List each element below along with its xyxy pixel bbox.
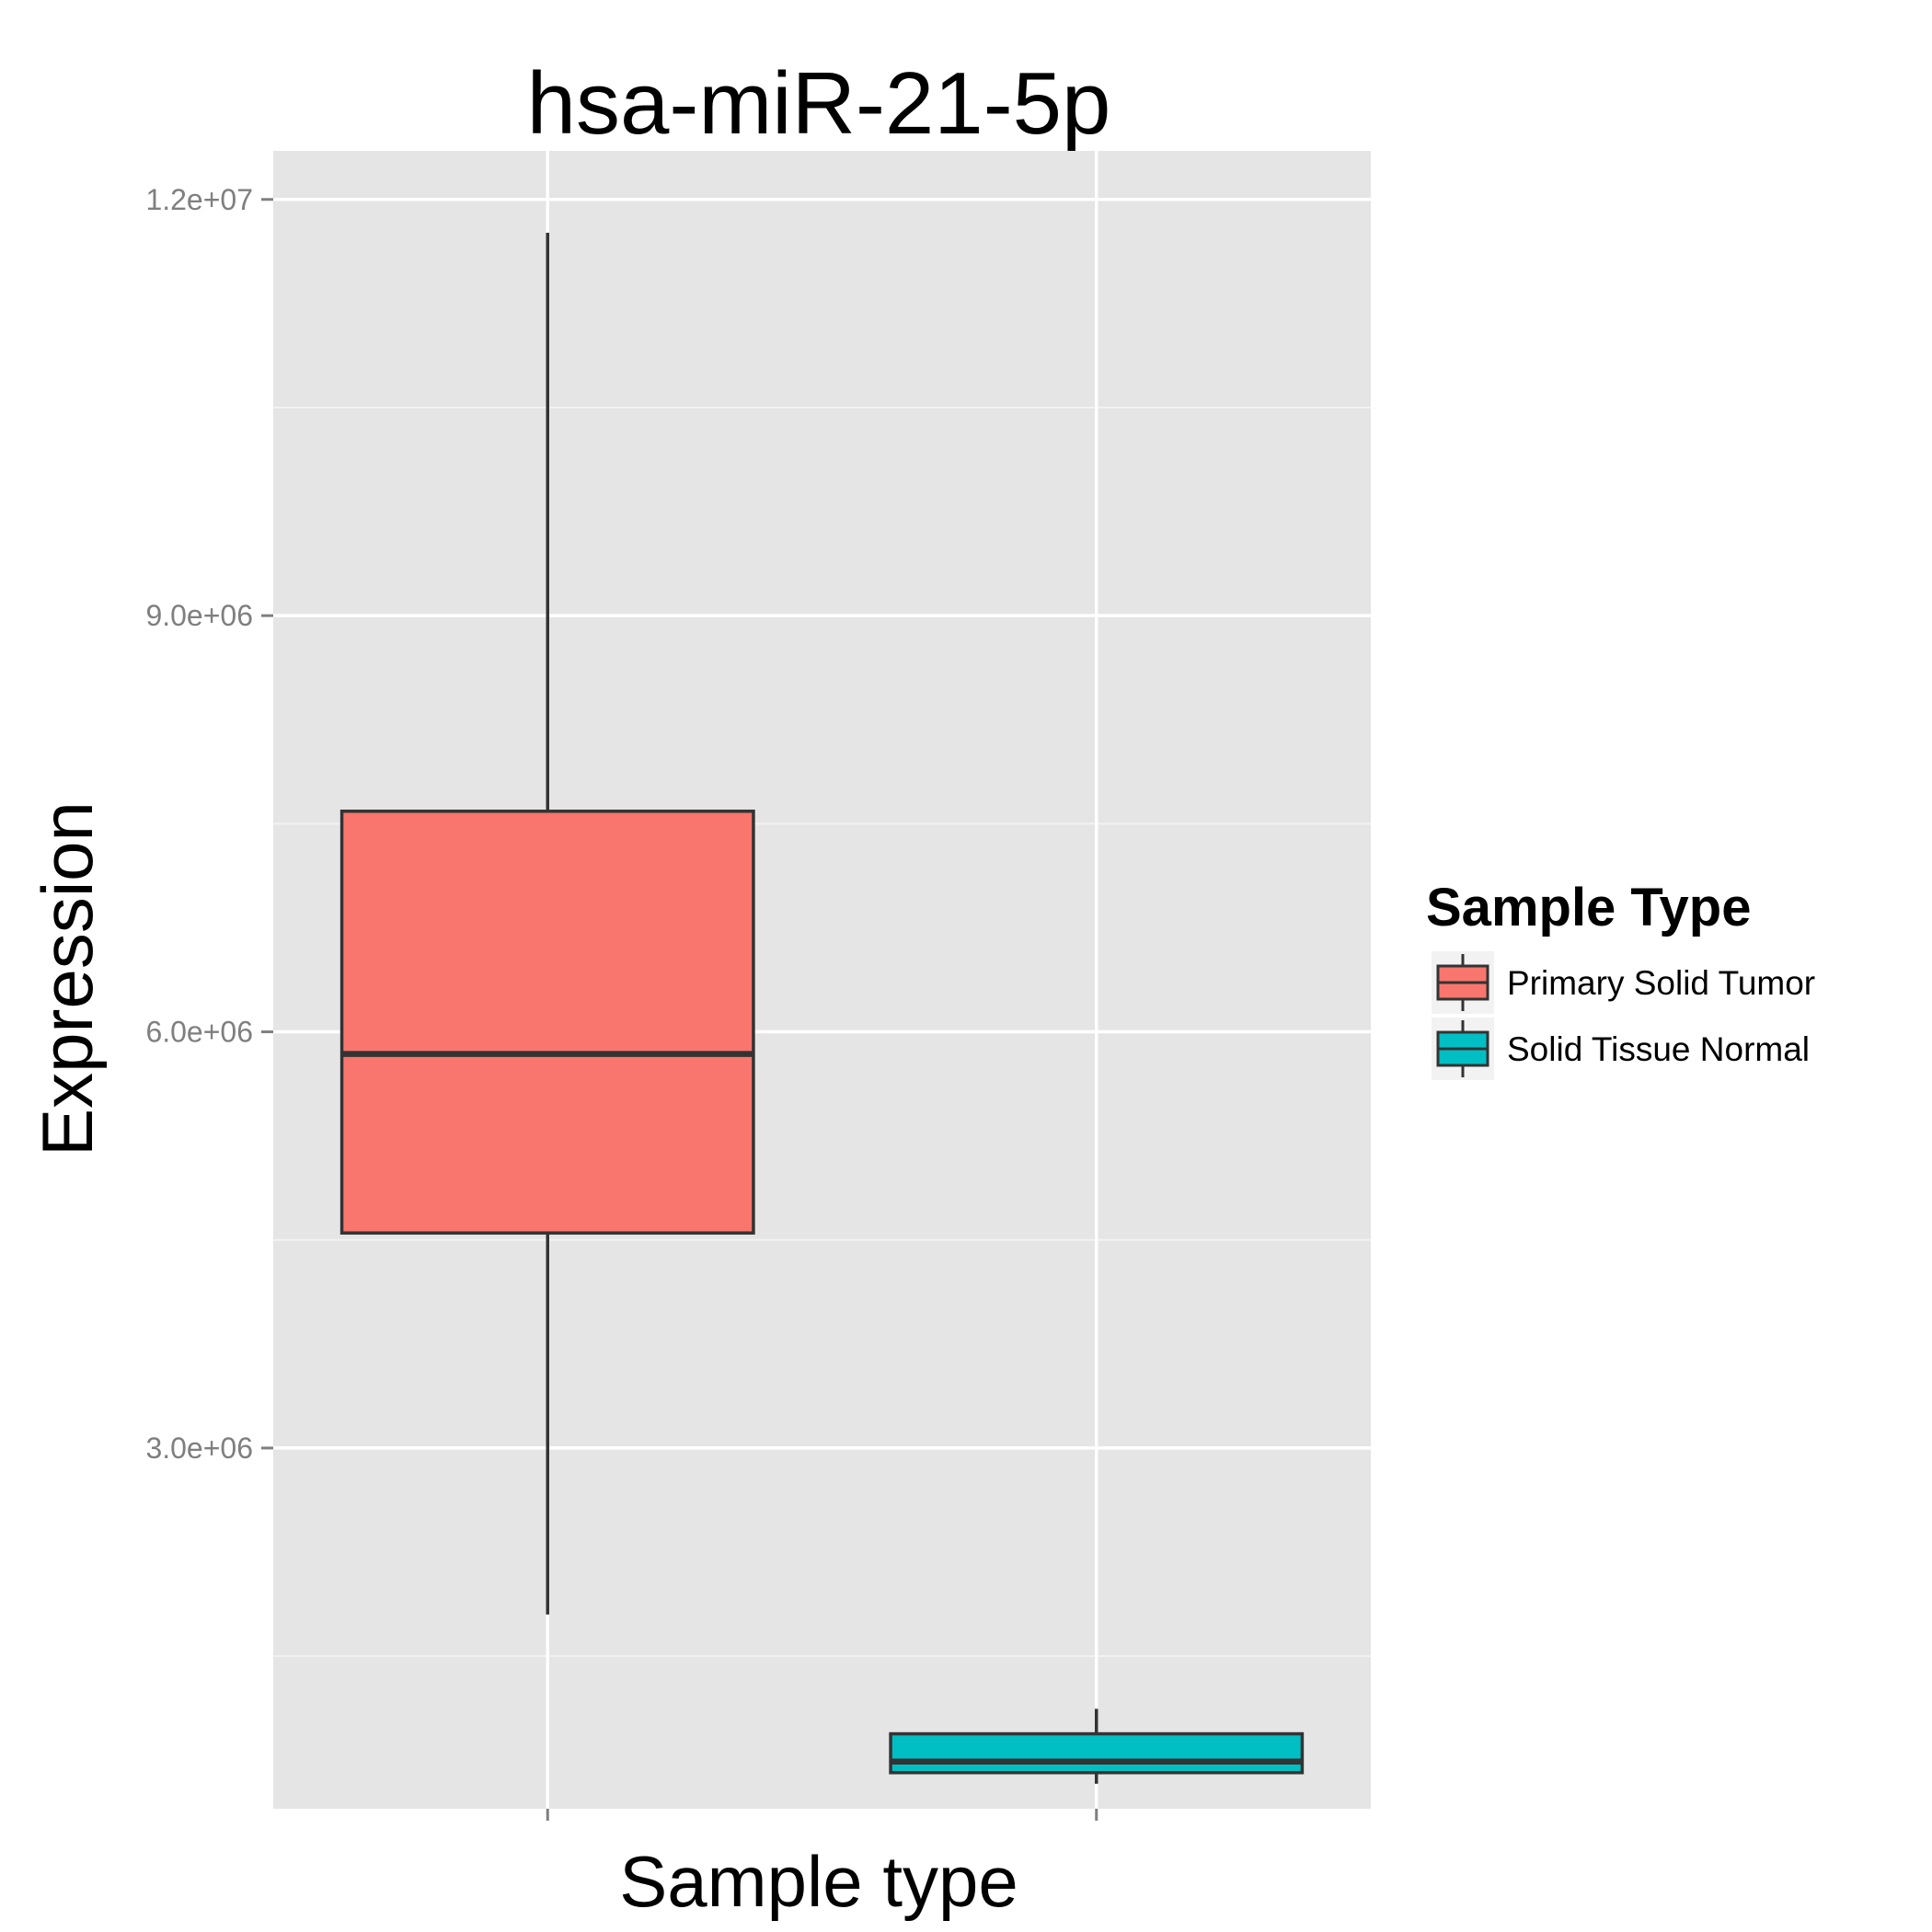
plot-panel — [273, 151, 1371, 1809]
legend-label: Primary Solid Tumor — [1507, 964, 1815, 1002]
y-axis: 3.0e+06 6.0e+06 9.0e+06 1.2e+07 — [145, 183, 273, 1465]
boxes — [339, 232, 1305, 1784]
legend-label: Solid Tissue Normal — [1507, 1030, 1810, 1068]
box-group — [339, 232, 755, 1615]
box — [339, 810, 755, 1235]
chart-title: hsa-miR-21-5p — [527, 54, 1111, 153]
legend: Sample Type Primary Solid Tumor Solid Tis… — [1426, 878, 1815, 1080]
legend-title: Sample Type — [1426, 878, 1752, 937]
legend-item: Primary Solid Tumor — [1432, 951, 1815, 1014]
x-axis-title: Sample type — [619, 1841, 1018, 1922]
minor-gridlines — [273, 406, 1371, 1658]
box-group — [889, 1708, 1305, 1784]
box — [889, 1731, 1305, 1775]
y-tick-label: 3.0e+06 — [145, 1432, 253, 1465]
y-tick-label: 9.0e+06 — [145, 599, 253, 632]
x-axis — [546, 1809, 1098, 1821]
legend-items: Primary Solid Tumor Solid Tissue Normal — [1432, 951, 1815, 1080]
legend-item: Solid Tissue Normal — [1432, 1018, 1810, 1080]
y-tick-label: 6.0e+06 — [145, 1016, 253, 1049]
y-axis-title: Expression — [27, 801, 108, 1156]
y-tick-label: 1.2e+07 — [145, 183, 253, 216]
